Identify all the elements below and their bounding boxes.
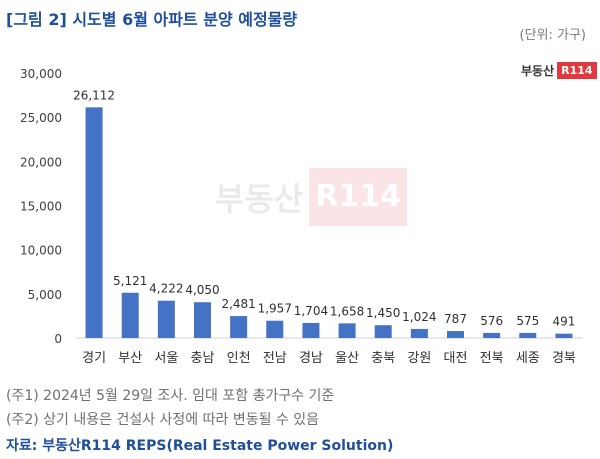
x-tick-label: 충남 xyxy=(191,351,215,366)
data-label: 576 xyxy=(480,314,503,328)
y-tick-label: 5,000 xyxy=(28,288,62,302)
bar xyxy=(194,302,211,338)
bar xyxy=(338,323,356,338)
bar xyxy=(121,292,139,338)
data-label: 4,050 xyxy=(185,283,219,297)
data-label: 1,024 xyxy=(402,310,436,324)
bar xyxy=(374,325,392,338)
bar xyxy=(483,332,501,338)
x-tick-label: 전북 xyxy=(480,351,504,366)
bar xyxy=(302,322,320,338)
bar xyxy=(555,333,573,338)
y-tick-label: 25,000 xyxy=(20,111,62,125)
bar xyxy=(410,328,428,338)
data-label: 1,658 xyxy=(330,304,364,318)
x-tick-label: 서울 xyxy=(154,351,178,366)
x-tick-label: 대전 xyxy=(444,351,468,366)
x-tick-label: 인천 xyxy=(227,351,251,366)
bar xyxy=(157,300,175,338)
x-tick-label: 울산 xyxy=(335,351,359,366)
x-tick-label: 세종 xyxy=(516,351,540,366)
brand-logo: 부동산 R114 xyxy=(521,58,597,82)
logo-text: 부동산 xyxy=(521,63,555,78)
y-tick-label: 30,000 xyxy=(20,67,62,81)
x-tick-label: 경기 xyxy=(82,351,106,366)
x-tick-label: 경남 xyxy=(299,351,323,366)
data-label: 5,121 xyxy=(113,274,147,288)
x-tick-label: 충북 xyxy=(371,351,395,366)
data-label: 575 xyxy=(516,314,539,328)
footnote-2: (주2) 상기 내용은 건설사 사정에 따라 변동될 수 있음 xyxy=(6,412,320,428)
data-label: 1,704 xyxy=(294,304,328,318)
chart-title: [그림 2] 시도별 6월 아파트 분양 예정물량 xyxy=(6,10,298,29)
y-tick-label: 10,000 xyxy=(20,244,62,258)
x-tick-label: 강원 xyxy=(407,351,431,366)
data-label: 787 xyxy=(444,312,467,326)
data-label: 491 xyxy=(552,315,575,329)
x-tick-label: 부산 xyxy=(118,351,142,366)
bar xyxy=(266,320,284,338)
source-line: 자료: 부동산R114 REPS(Real Estate Power Solut… xyxy=(6,438,394,454)
bar xyxy=(447,331,464,338)
y-tick-label: 0 xyxy=(54,332,62,346)
data-label: 2,481 xyxy=(221,297,255,311)
bar xyxy=(519,332,537,338)
y-tick-label: 20,000 xyxy=(20,155,62,169)
x-tick-label: 경북 xyxy=(552,351,576,366)
data-label: 4,222 xyxy=(149,282,183,296)
unit-label: (단위: 가구) xyxy=(519,28,587,43)
data-label: 1,957 xyxy=(258,302,292,316)
y-tick-label: 15,000 xyxy=(20,200,62,214)
logo-mark: R114 xyxy=(557,61,597,79)
bar xyxy=(230,316,248,338)
x-tick-label: 전남 xyxy=(263,351,287,366)
bar-chart: 0 5,000 10,000 15,000 20,000 25,000 30,000 26,1… xyxy=(20,67,582,366)
data-label: 26,112 xyxy=(73,88,115,102)
data-label: 1,450 xyxy=(366,306,400,320)
footnote-1: (주1) 2024년 5월 29일 조사. 임대 포함 총가구수 기준 xyxy=(6,388,335,404)
bar xyxy=(85,107,103,339)
